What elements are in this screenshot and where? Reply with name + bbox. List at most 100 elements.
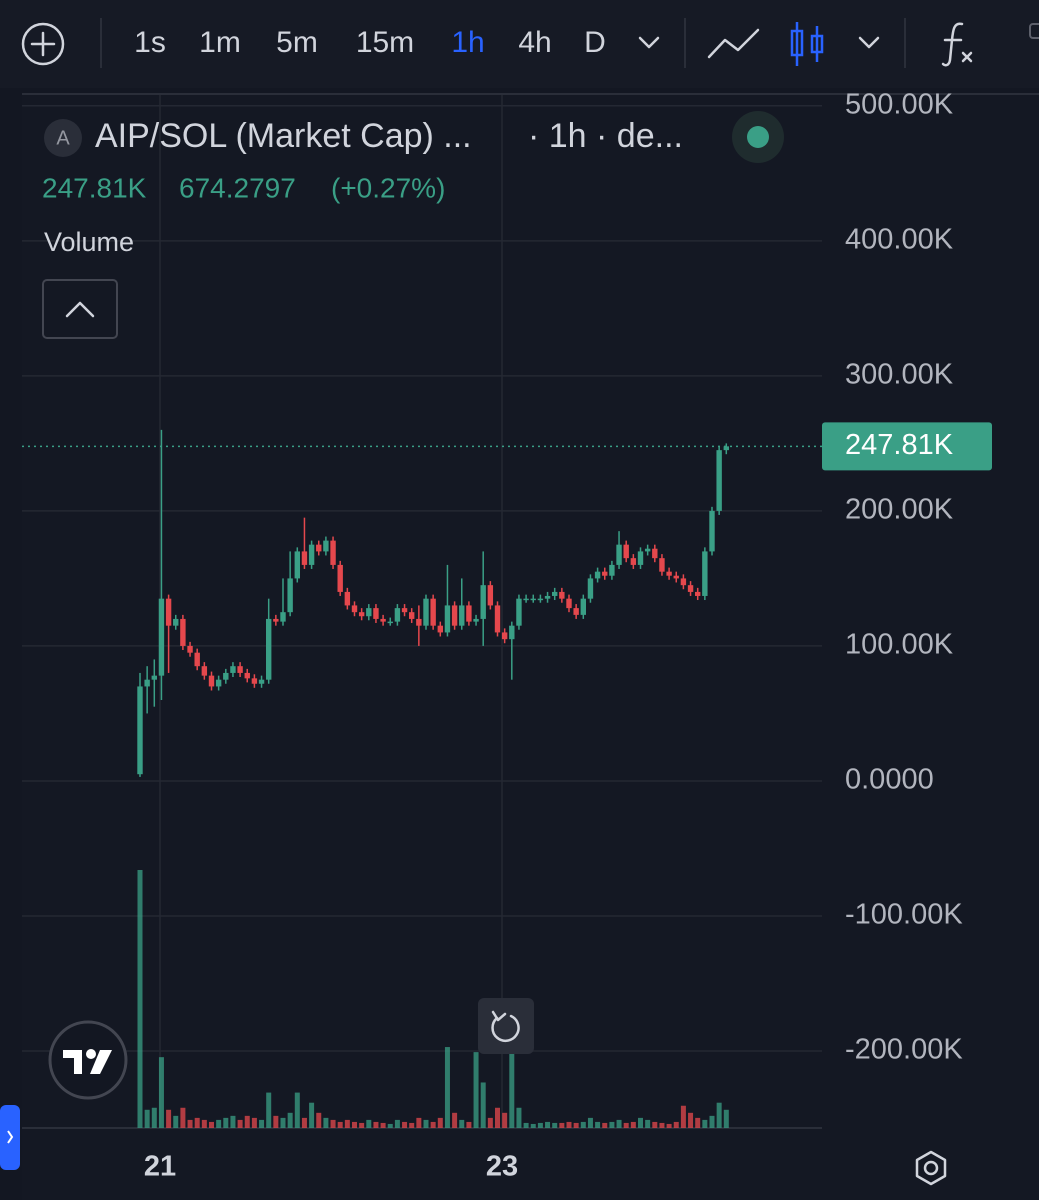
- volume-bar: [402, 1121, 408, 1128]
- volume-bar: [216, 1119, 222, 1128]
- chart-type-dropdown[interactable]: [858, 36, 880, 49]
- candle-body: [623, 544, 629, 559]
- volume-bar: [616, 1119, 622, 1128]
- volume-bar: [344, 1119, 350, 1128]
- candle-body: [473, 618, 479, 622]
- candle-body: [716, 450, 722, 511]
- volume-bar: [330, 1119, 336, 1128]
- candle-body: [401, 608, 408, 613]
- candle-body: [509, 625, 515, 640]
- reset-button[interactable]: [478, 998, 534, 1054]
- indicator-name: Volume: [44, 227, 134, 257]
- y-tick-label: 400.00K: [845, 223, 954, 255]
- candle-body: [516, 598, 522, 626]
- candle-body: [294, 551, 300, 579]
- volume-bar: [280, 1117, 286, 1128]
- volume-bar: [480, 1082, 486, 1128]
- volume-bar: [359, 1122, 365, 1128]
- candle-body: [501, 632, 508, 640]
- candle-body: [666, 571, 672, 576]
- interval-button[interactable]: 1h: [451, 26, 484, 59]
- interval-button[interactable]: 5m: [276, 26, 318, 59]
- volume-bar: [502, 1112, 508, 1128]
- volume-bar: [659, 1122, 665, 1128]
- volume-bar: [580, 1121, 586, 1128]
- candle-body: [266, 618, 272, 680]
- status-dot: [747, 126, 769, 148]
- volume-bar: [702, 1119, 708, 1128]
- symbol-title: AIP/SOL (Market Cap) ...: [95, 117, 472, 155]
- candle-body: [530, 598, 536, 601]
- interval-dropdown[interactable]: [638, 36, 660, 49]
- candle-body: [609, 564, 615, 576]
- volume-bar: [237, 1119, 243, 1128]
- volume-bar: [309, 1102, 315, 1128]
- candle-body: [616, 544, 622, 565]
- candle-body: [602, 571, 608, 576]
- volume-bar: [430, 1121, 436, 1128]
- interval-button[interactable]: 1m: [199, 26, 241, 59]
- indicators-icon[interactable]: [941, 22, 973, 67]
- collapse-button[interactable]: [42, 279, 118, 339]
- interval-button[interactable]: D: [584, 26, 606, 59]
- x-tick-label: 21: [144, 1151, 176, 1183]
- candle-body: [487, 585, 494, 606]
- candle-body: [137, 686, 143, 775]
- candle-body: [223, 672, 229, 680]
- volume-bar: [380, 1122, 386, 1128]
- add-button[interactable]: [21, 22, 65, 66]
- settings-button[interactable]: [915, 1150, 947, 1186]
- side-tab[interactable]: [0, 1105, 20, 1170]
- candle-body: [287, 578, 293, 613]
- volume-bar: [301, 1117, 307, 1128]
- candle-body: [258, 679, 265, 684]
- volume-bar: [230, 1115, 236, 1128]
- y-tick-label: -100.00K: [845, 899, 963, 931]
- volume-bar: [259, 1119, 265, 1128]
- volume-bar: [587, 1117, 593, 1128]
- last-value: 247.81K: [42, 172, 147, 203]
- volume-bar: [137, 870, 143, 1128]
- volume-bar: [452, 1112, 458, 1128]
- volume-bar: [573, 1122, 579, 1128]
- y-tick-label: 200.00K: [845, 494, 954, 526]
- line-chart-icon[interactable]: [707, 28, 760, 59]
- volume-bar: [423, 1119, 429, 1128]
- candle-chart-icon[interactable]: [790, 22, 824, 66]
- volume-bar: [209, 1121, 214, 1128]
- y-tick-label: 500.00K: [845, 88, 954, 120]
- volume-bar: [337, 1121, 343, 1128]
- volume-bar: [673, 1121, 679, 1128]
- volume-bar: [294, 1092, 300, 1128]
- change-percent: (+0.27%): [331, 172, 445, 203]
- y-tick-label: -200.00K: [845, 1034, 963, 1066]
- volume-bar: [166, 1109, 172, 1128]
- candle-body: [316, 544, 322, 552]
- volume-bar: [223, 1117, 229, 1128]
- candle-body: [273, 618, 279, 622]
- volume-bar: [695, 1117, 701, 1128]
- volume-bar: [680, 1105, 686, 1128]
- volume-bar: [602, 1122, 608, 1128]
- volume-bar: [244, 1115, 250, 1128]
- candle-body: [630, 558, 637, 565]
- volume-bar: [530, 1123, 536, 1128]
- candle-body: [437, 625, 443, 633]
- candle-body: [394, 608, 401, 622]
- candle-body: [187, 645, 193, 653]
- candle-body: [387, 621, 393, 624]
- volume-bar: [437, 1117, 443, 1128]
- candle-body: [430, 598, 436, 626]
- volume-bar: [688, 1112, 694, 1128]
- more-icon[interactable]: [1029, 23, 1039, 39]
- candle-body: [358, 612, 365, 617]
- candle-body: [323, 540, 329, 552]
- volume-bar: [194, 1117, 200, 1128]
- x-tick-label: 23: [486, 1151, 518, 1183]
- candle-body: [144, 679, 150, 687]
- candle-body: [444, 605, 451, 633]
- candle-body: [573, 608, 579, 615]
- interval-button[interactable]: 4h: [518, 26, 551, 59]
- interval-button[interactable]: 1s: [134, 26, 166, 59]
- interval-button[interactable]: 15m: [356, 26, 414, 59]
